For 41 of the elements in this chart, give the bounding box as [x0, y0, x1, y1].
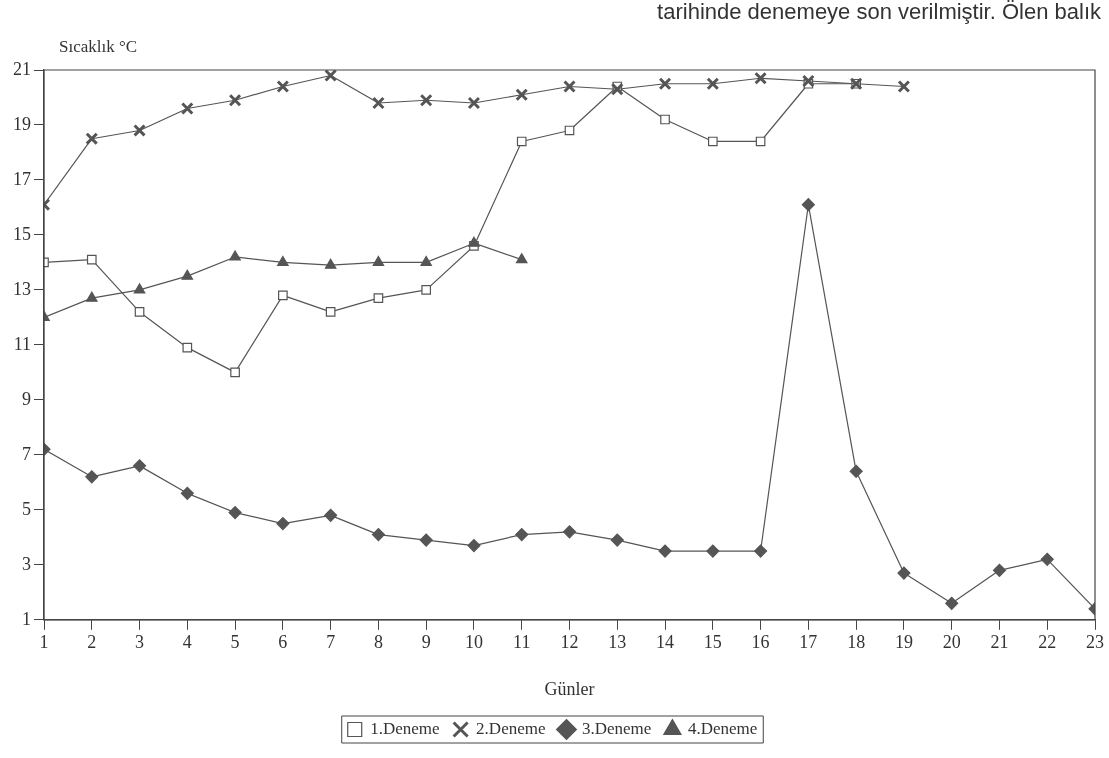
x-tick-label: 16	[751, 632, 770, 653]
x-tick-label: 2	[87, 632, 97, 653]
x-tick-label: 10	[464, 632, 483, 653]
y-tick-label: 5	[22, 498, 31, 519]
x-axis-title: Günler	[544, 678, 595, 699]
x-tick-label: 1	[39, 632, 49, 653]
y-tick-label: 1	[22, 608, 31, 629]
x-tick-label: 23	[1086, 632, 1104, 653]
x-tick-label: 15	[703, 632, 722, 653]
y-tick-label: 19	[13, 113, 31, 134]
x-tick-label: 5	[230, 632, 240, 653]
y-tick-label: 11	[13, 333, 31, 354]
x-tick-label: 4	[182, 632, 192, 653]
x-tick-label: 12	[560, 632, 579, 653]
y-axis-title: Sıcaklık °C	[59, 36, 138, 56]
x-tick-label: 17	[799, 632, 818, 653]
text: tarihinde denemeye son verilmiştir. Ölen balık	[657, 0, 1102, 25]
x-tick-label: 3	[135, 632, 145, 653]
legend-label: 1.Deneme	[370, 718, 440, 738]
x-tick-label: 22	[1038, 632, 1057, 653]
y-tick-label: 15	[13, 223, 31, 244]
y-tick-label: 21	[13, 58, 31, 79]
y-tick-label: 17	[13, 168, 31, 189]
x-tick-label: 20	[942, 632, 961, 653]
x-tick-label: 19	[894, 632, 913, 653]
x-tick-label: 18	[847, 632, 866, 653]
y-tick-label: 13	[13, 278, 31, 299]
x-tick-label: 9	[421, 632, 431, 653]
legend-label: 4.Deneme	[687, 718, 758, 738]
x-tick-label: 13	[608, 632, 627, 653]
y-tick-label: 9	[22, 388, 31, 409]
x-tick-label: 7	[326, 632, 336, 653]
x-tick-label: 21	[990, 632, 1009, 653]
y-tick-label: 3	[22, 553, 31, 574]
y-tick-label: 7	[22, 443, 31, 464]
x-tick-label: 6	[278, 632, 288, 653]
x-tick-label: 11	[513, 632, 531, 653]
x-tick-label: 14	[656, 632, 675, 653]
legend-label: 2.Deneme	[476, 718, 546, 738]
legend-label: 3.Deneme	[582, 718, 652, 738]
x-tick-label: 8	[373, 632, 383, 653]
